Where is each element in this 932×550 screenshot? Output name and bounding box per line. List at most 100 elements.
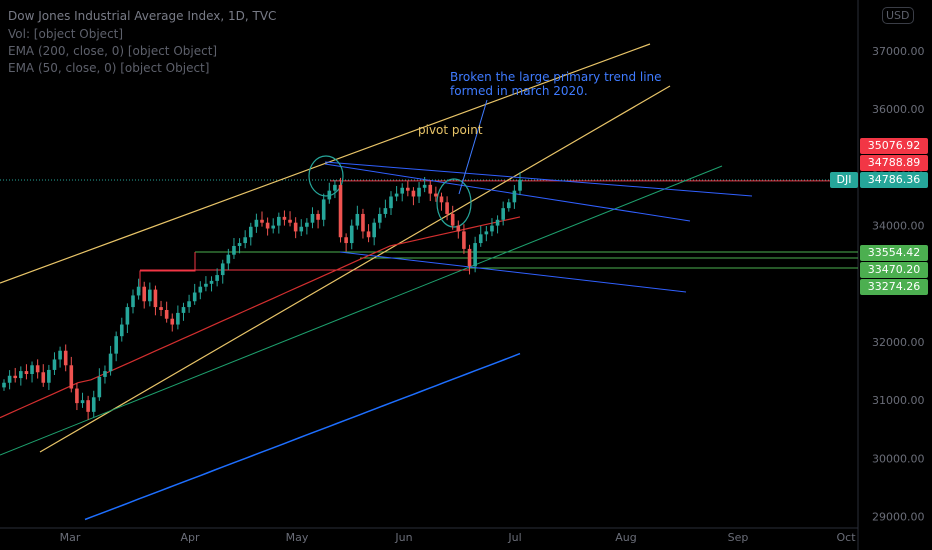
candle	[473, 236, 477, 273]
candle	[204, 276, 208, 292]
time-tick-label: Mar	[60, 531, 81, 544]
candle	[467, 244, 472, 275]
candle	[237, 238, 242, 254]
candle	[2, 379, 6, 391]
candle-body	[366, 231, 371, 238]
indicator-ema50[interactable]: EMA (50, close, 0) [object Object]	[8, 61, 210, 75]
candle-body	[30, 365, 34, 375]
candle-body	[153, 289, 158, 308]
candle-body	[176, 312, 180, 325]
candle-body	[506, 202, 511, 209]
candle-body	[181, 307, 186, 313]
candle	[321, 193, 326, 227]
candle-body	[333, 184, 337, 191]
candle	[355, 205, 360, 230]
candle	[282, 210, 287, 226]
candle-body	[265, 222, 270, 229]
candle-body	[220, 263, 225, 276]
candle-body	[2, 382, 6, 388]
candle-body	[383, 208, 388, 214]
candle	[58, 346, 62, 368]
candle-body	[226, 254, 231, 264]
candle-body	[148, 289, 152, 302]
candle	[209, 276, 214, 292]
candle-body	[125, 307, 130, 325]
candle	[181, 302, 186, 321]
candle	[248, 222, 253, 246]
candle	[428, 180, 433, 202]
candlesticks	[2, 172, 522, 420]
price-tick-label: 37000.00	[872, 45, 925, 58]
price-tick-label: 31000.00	[872, 394, 925, 407]
candle-body	[361, 213, 365, 232]
candle	[192, 283, 197, 305]
candle	[344, 233, 348, 252]
candle	[495, 215, 500, 234]
time-tick-label: Jun	[394, 531, 412, 544]
blue-mid-channel	[324, 163, 691, 222]
candle	[91, 390, 96, 418]
price-label-34788: 34788.89	[860, 155, 928, 171]
candle-body	[473, 243, 477, 267]
candle	[366, 224, 371, 243]
candle-body	[422, 184, 427, 188]
candle-body	[518, 179, 522, 191]
candle-body	[159, 307, 163, 310]
candle-body	[164, 309, 169, 319]
candle-body	[445, 202, 449, 214]
candle-body	[248, 226, 253, 238]
trend-annotation-line1[interactable]: Broken the large primary trend line	[450, 70, 662, 84]
candle	[226, 248, 231, 270]
candle-body	[198, 286, 203, 293]
indicator-volume[interactable]: Vol: [object Object]	[8, 27, 124, 41]
candle-body	[428, 184, 433, 194]
candle	[377, 207, 382, 229]
pivot-annotation[interactable]: pivot point	[418, 123, 483, 137]
candle	[148, 282, 152, 307]
candle-body	[417, 187, 421, 197]
price-label-33470: 33470.20	[860, 262, 928, 278]
candle-body	[349, 225, 354, 244]
candle	[277, 212, 281, 234]
candle-body	[69, 365, 74, 389]
candle	[176, 305, 180, 330]
price-tick-label: 32000.00	[872, 336, 925, 349]
candle	[456, 220, 461, 239]
trend-lines	[0, 43, 858, 456]
candle	[439, 192, 444, 211]
candle-body	[108, 353, 113, 372]
time-tick-label: Jul	[507, 531, 521, 544]
candle-body	[484, 231, 489, 235]
candle	[97, 368, 102, 401]
candle-body	[439, 196, 444, 203]
candle	[338, 177, 343, 243]
candle	[114, 331, 118, 362]
candle-body	[209, 280, 214, 284]
candle	[333, 180, 337, 199]
candle	[41, 364, 46, 387]
candle-body	[63, 350, 68, 366]
candle	[131, 289, 135, 314]
candle	[142, 281, 147, 309]
candle	[450, 205, 455, 230]
candle-body	[467, 248, 472, 267]
candle-body	[86, 400, 90, 412]
candle-body	[41, 372, 46, 383]
candle-body	[24, 371, 29, 375]
currency-button[interactable]: USD	[882, 7, 914, 24]
candle-body	[204, 283, 208, 287]
candle	[35, 359, 40, 379]
price-label-33274: 33274.26	[860, 279, 928, 295]
candle	[400, 183, 405, 202]
price-tick-label: 36000.00	[872, 103, 925, 116]
candle	[478, 225, 483, 247]
indicator-ema200[interactable]: EMA (200, close, 0) [object Object]	[8, 44, 218, 58]
trend-annotation-line2[interactable]: formed in march 2020.	[450, 84, 588, 98]
candle-body	[310, 213, 315, 223]
candle-body	[321, 199, 326, 220]
candle-body	[170, 318, 175, 325]
candle	[170, 313, 175, 332]
price-tick-label: 29000.00	[872, 511, 925, 524]
candle-body	[243, 237, 247, 244]
candle	[103, 365, 107, 384]
